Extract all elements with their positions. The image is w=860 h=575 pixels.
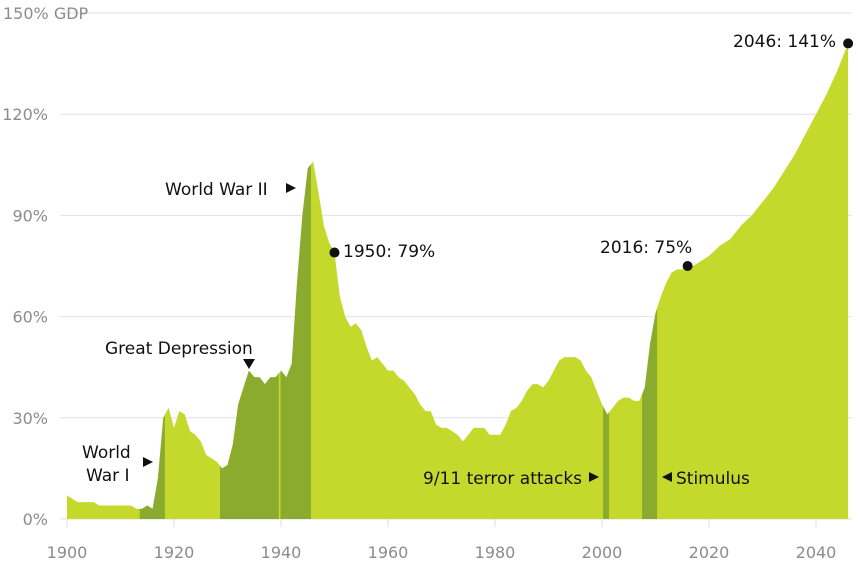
y-tick-label: 90% [12,206,48,225]
y-tick-label: 0% [23,510,48,529]
annotation-ww1-line1: World [82,443,131,463]
annotation-ww1-line2: War I [86,466,130,486]
y-axis-ticks: 0% 30% 60% 90% 120% 150% GDP [2,4,88,529]
point-label-2016: 2016: 75% [600,238,692,258]
x-tick-label: 2000 [582,543,623,562]
highlight-9-11-terror-attacks [603,43,609,519]
x-tick-label: 1940 [261,543,302,562]
annotation-stimulus: Stimulus [676,469,750,489]
point-label-1950: 1950: 79% [343,242,435,262]
debt-area [67,43,849,520]
depression-arrow-icon [243,359,255,369]
y-tick-label: 30% [12,409,48,428]
x-axis-ticks: 1900 1920 1940 1960 1980 2000 2020 2040 [47,519,837,562]
point-marker-2016 [682,261,693,272]
annotation-great-depression: Great Depression [105,339,253,359]
y-tick-label: 150% GDP [3,4,89,23]
y-tick-label: 120% [2,105,48,124]
highlight-world-war-ii [280,43,311,519]
highlight-great-depression [220,43,279,519]
stimulus-arrow-icon [662,472,672,482]
x-tick-label: 1980 [475,543,516,562]
highlight-stimulus [642,43,658,519]
point-marker-1950 [329,247,340,258]
x-tick-label: 2040 [796,543,837,562]
annotation-ww2: World War II [165,180,268,200]
highlight-world-war-i [139,43,165,519]
x-tick-label: 2020 [689,543,730,562]
ww2-arrow-icon [286,183,296,193]
x-tick-label: 1960 [368,543,409,562]
911-arrow-icon [589,472,599,482]
annotation-911: 9/11 terror attacks [423,469,582,489]
point-label-2046: 2046: 141% [733,32,836,52]
x-tick-label: 1900 [47,543,88,562]
point-markers [329,38,854,272]
annotations: World War I Great Depression World War I… [82,32,836,489]
x-tick-label: 1920 [154,543,195,562]
point-marker-2046 [843,38,854,49]
y-tick-label: 60% [12,308,48,327]
ww1-arrow-icon [143,457,153,467]
